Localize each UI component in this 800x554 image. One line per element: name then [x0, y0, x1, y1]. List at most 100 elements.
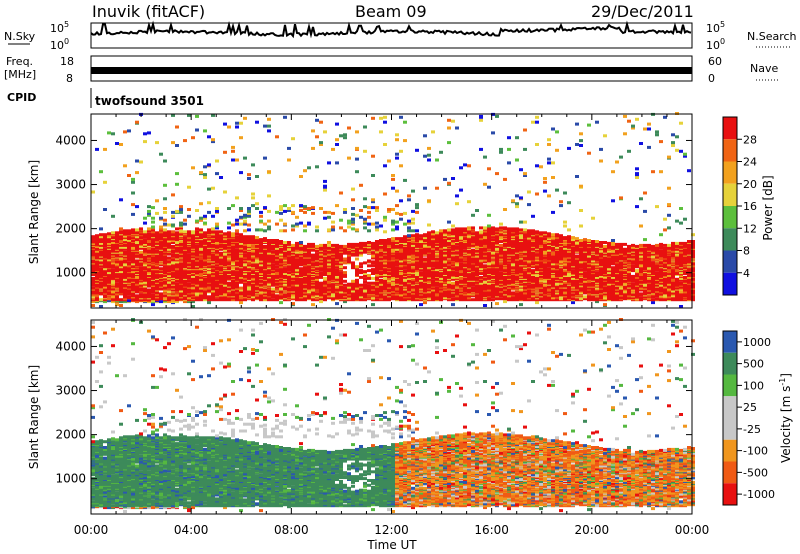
heatmap-cell	[247, 228, 251, 232]
heatmap-cell	[243, 298, 247, 302]
heatmap-cell	[275, 222, 279, 226]
nsky-strip: N.Sky 105 100 105 100 N.Search	[4, 20, 797, 52]
heatmap-cell	[187, 276, 191, 280]
heatmap-cell	[323, 261, 327, 265]
heatmap-cell	[123, 229, 127, 233]
heatmap-cell	[395, 189, 399, 193]
heatmap-cell	[387, 159, 391, 163]
heatmap-cell	[427, 253, 431, 257]
heatmap-cell	[99, 250, 103, 254]
heatmap-cell	[307, 272, 311, 275]
heatmap-cell	[351, 253, 355, 257]
heatmap-cell	[407, 194, 411, 198]
heatmap-cell	[279, 229, 283, 233]
heatmap-cell	[407, 234, 411, 238]
heatmap-cell	[335, 161, 339, 165]
heatmap-cell	[215, 274, 219, 277]
heatmap-cell	[147, 240, 151, 243]
heatmap-cell	[227, 231, 231, 235]
heatmap-cell	[123, 245, 127, 249]
heatmap-cell	[355, 257, 359, 261]
heatmap-cell	[363, 149, 367, 153]
heatmap-cell	[375, 209, 379, 212]
heatmap-cell	[435, 289, 439, 293]
heatmap-cell	[351, 222, 355, 226]
heatmap-cell	[419, 253, 423, 257]
heatmap-cell	[343, 271, 347, 275]
heatmap-cell	[351, 284, 355, 288]
heatmap-cell	[203, 165, 207, 169]
heatmap-cell	[391, 186, 395, 190]
heatmap-cell	[135, 282, 139, 286]
heatmap-cell	[435, 274, 439, 277]
heatmap-cell	[315, 282, 319, 286]
heatmap-cell	[423, 301, 427, 305]
heatmap-cell	[151, 299, 155, 303]
heatmap-cell	[243, 116, 247, 120]
heatmap-cell	[267, 209, 271, 213]
heatmap-cell	[431, 130, 435, 134]
heatmap-cell	[251, 196, 255, 200]
heatmap-cell	[219, 251, 223, 255]
heatmap-cell	[331, 211, 335, 215]
heatmap-cell	[363, 241, 367, 245]
heatmap-cell	[99, 240, 103, 243]
heatmap-cell	[211, 138, 215, 142]
heatmap-cell	[239, 257, 243, 261]
heatmap-cell	[207, 262, 211, 266]
heatmap-cell	[259, 214, 263, 218]
heatmap-cell	[327, 210, 331, 214]
heatmap-cell	[347, 225, 351, 229]
heatmap-cell	[347, 287, 351, 291]
heatmap-cell	[223, 122, 227, 126]
heatmap-cell	[403, 248, 407, 252]
heatmap-cell	[255, 228, 259, 232]
heatmap-cell	[219, 230, 223, 234]
heatmap-cell	[211, 285, 215, 289]
heatmap-cell	[135, 247, 139, 251]
heatmap-cell	[259, 298, 263, 302]
heatmap-cell	[187, 274, 191, 278]
heatmap-cell	[199, 232, 203, 236]
heatmap-cell	[239, 222, 243, 226]
heatmap-cell	[127, 237, 131, 241]
heatmap-cell	[275, 282, 279, 286]
heatmap-cell	[235, 255, 239, 259]
heatmap-cell	[295, 293, 299, 297]
heatmap-cell	[163, 230, 167, 234]
heatmap-cell	[323, 290, 327, 294]
heatmap-cell	[355, 290, 359, 294]
heatmap-cell	[135, 254, 139, 258]
heatmap-cell	[219, 298, 223, 302]
heatmap-cell	[287, 158, 291, 162]
heatmap-cell	[235, 235, 239, 239]
heatmap-cell	[395, 283, 399, 287]
heatmap-cell	[295, 224, 299, 228]
heatmap-cell	[327, 288, 331, 292]
heatmap-cell	[427, 231, 431, 235]
heatmap-cell	[155, 294, 159, 298]
heatmap-cell	[215, 254, 219, 258]
heatmap-cell	[339, 262, 343, 266]
heatmap-cell	[231, 262, 235, 266]
heatmap-cell	[211, 295, 215, 299]
heatmap-cell	[435, 231, 439, 235]
heatmap-cell	[239, 301, 243, 305]
heatmap-cell	[259, 210, 263, 214]
heatmap-cell	[119, 230, 123, 234]
heatmap-cell	[291, 265, 295, 269]
heatmap-cell	[295, 250, 299, 254]
heatmap-cell	[411, 277, 415, 281]
heatmap-cell	[99, 170, 103, 174]
heatmap-cell	[143, 230, 147, 234]
heatmap-cell	[379, 261, 383, 265]
heatmap-cell	[395, 273, 399, 276]
heatmap-cell	[135, 271, 139, 275]
heatmap-cell	[123, 277, 127, 281]
heatmap-cell	[103, 267, 107, 271]
heatmap-cell	[207, 243, 211, 247]
heatmap-cell	[411, 221, 415, 225]
heatmap-cell	[279, 208, 283, 211]
heatmap-cell	[331, 220, 335, 224]
heatmap-cell	[251, 267, 255, 271]
